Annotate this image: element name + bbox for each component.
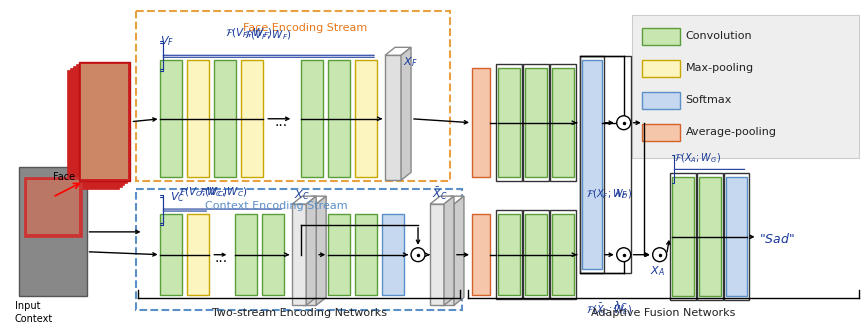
- Text: Max-pooling: Max-pooling: [686, 64, 753, 73]
- FancyBboxPatch shape: [69, 68, 122, 187]
- FancyBboxPatch shape: [669, 173, 695, 300]
- FancyBboxPatch shape: [187, 60, 209, 177]
- FancyBboxPatch shape: [724, 173, 749, 300]
- FancyBboxPatch shape: [187, 214, 209, 295]
- FancyBboxPatch shape: [672, 177, 694, 296]
- Text: $V_F$: $V_F$: [161, 35, 174, 48]
- Polygon shape: [302, 196, 326, 204]
- FancyBboxPatch shape: [472, 68, 490, 177]
- FancyBboxPatch shape: [81, 64, 128, 179]
- FancyBboxPatch shape: [641, 60, 680, 77]
- Text: Input: Input: [15, 301, 40, 311]
- Text: Face: Face: [53, 172, 75, 182]
- Polygon shape: [444, 196, 454, 305]
- FancyBboxPatch shape: [382, 214, 404, 295]
- Circle shape: [653, 248, 667, 262]
- Text: $\mathcal{F}(X_A;W_G)$: $\mathcal{F}(X_A;W_G)$: [674, 152, 720, 165]
- FancyBboxPatch shape: [76, 64, 128, 183]
- FancyBboxPatch shape: [523, 64, 549, 181]
- Circle shape: [616, 116, 631, 130]
- Text: $\mathcal{F}(V_C;W_C)$: $\mathcal{F}(V_C;W_C)$: [198, 185, 247, 199]
- FancyBboxPatch shape: [328, 60, 350, 177]
- Text: $\mathcal{F}(V_F;W_F)$: $\mathcal{F}(V_F;W_F)$: [226, 27, 273, 40]
- FancyBboxPatch shape: [262, 214, 284, 295]
- Text: ...: ...: [214, 251, 228, 265]
- Text: $V_C$: $V_C$: [170, 190, 186, 204]
- FancyBboxPatch shape: [641, 125, 680, 141]
- FancyBboxPatch shape: [472, 214, 490, 295]
- FancyBboxPatch shape: [641, 92, 680, 109]
- FancyBboxPatch shape: [498, 68, 520, 177]
- FancyBboxPatch shape: [302, 204, 316, 305]
- Text: Softmax: Softmax: [686, 96, 732, 105]
- Polygon shape: [440, 196, 464, 204]
- Text: Context Encoding Stream: Context Encoding Stream: [205, 201, 347, 211]
- Text: $\mathcal{F}(\bar{X}_C;W_E)$: $\mathcal{F}(\bar{X}_C;W_E)$: [586, 301, 632, 317]
- FancyBboxPatch shape: [293, 204, 306, 305]
- Polygon shape: [385, 47, 411, 55]
- FancyBboxPatch shape: [525, 68, 547, 177]
- Circle shape: [411, 248, 425, 262]
- FancyBboxPatch shape: [580, 56, 604, 273]
- FancyBboxPatch shape: [328, 214, 350, 295]
- FancyBboxPatch shape: [214, 60, 236, 177]
- FancyBboxPatch shape: [549, 210, 575, 299]
- Text: $\lambda_C$: $\lambda_C$: [614, 299, 628, 313]
- Text: Average-pooling: Average-pooling: [686, 127, 777, 137]
- Text: $X_C$: $X_C$: [294, 188, 310, 202]
- FancyBboxPatch shape: [235, 214, 257, 295]
- Polygon shape: [401, 47, 411, 180]
- Polygon shape: [430, 196, 454, 204]
- FancyBboxPatch shape: [726, 177, 747, 296]
- Text: $X_F$: $X_F$: [403, 55, 418, 69]
- FancyBboxPatch shape: [301, 60, 323, 177]
- Text: $\mathcal{F}(X_F;W_D)$: $\mathcal{F}(X_F;W_D)$: [586, 187, 632, 201]
- Text: Convolution: Convolution: [686, 32, 753, 41]
- FancyBboxPatch shape: [498, 214, 520, 295]
- FancyBboxPatch shape: [161, 60, 182, 177]
- Polygon shape: [316, 196, 326, 305]
- FancyBboxPatch shape: [582, 60, 602, 269]
- Polygon shape: [306, 196, 316, 305]
- Polygon shape: [454, 196, 464, 305]
- Text: $X_A$: $X_A$: [650, 265, 665, 278]
- FancyBboxPatch shape: [355, 60, 377, 177]
- Text: Face Encoding Stream: Face Encoding Stream: [243, 22, 367, 33]
- FancyBboxPatch shape: [549, 64, 575, 181]
- FancyBboxPatch shape: [697, 173, 722, 300]
- Polygon shape: [293, 196, 316, 204]
- FancyBboxPatch shape: [355, 214, 377, 295]
- FancyBboxPatch shape: [23, 177, 82, 237]
- Text: $\lambda_F$: $\lambda_F$: [614, 187, 628, 201]
- FancyBboxPatch shape: [430, 204, 444, 305]
- FancyBboxPatch shape: [552, 68, 574, 177]
- FancyBboxPatch shape: [241, 60, 263, 177]
- FancyBboxPatch shape: [19, 167, 87, 296]
- Text: Context: Context: [15, 314, 53, 324]
- FancyBboxPatch shape: [552, 214, 574, 295]
- FancyBboxPatch shape: [73, 66, 124, 185]
- Text: "$Sad$": "$Sad$": [760, 232, 795, 246]
- Text: $\bar{X}_C$: $\bar{X}_C$: [432, 186, 448, 202]
- FancyBboxPatch shape: [67, 70, 119, 189]
- Text: $\mathcal{F}(V_F;W_F)$: $\mathcal{F}(V_F;W_F)$: [245, 29, 293, 42]
- FancyBboxPatch shape: [79, 62, 130, 181]
- FancyBboxPatch shape: [523, 210, 549, 299]
- FancyBboxPatch shape: [699, 177, 720, 296]
- Text: ...: ...: [274, 115, 288, 129]
- FancyBboxPatch shape: [496, 210, 522, 299]
- FancyBboxPatch shape: [525, 214, 547, 295]
- FancyBboxPatch shape: [632, 15, 859, 158]
- FancyBboxPatch shape: [440, 204, 454, 305]
- FancyBboxPatch shape: [161, 214, 182, 295]
- Text: Adaptive Fusion Networks: Adaptive Fusion Networks: [591, 308, 736, 318]
- FancyBboxPatch shape: [27, 180, 79, 234]
- Text: Two-stream Encoding Networks: Two-stream Encoding Networks: [212, 308, 387, 318]
- Text: $\mathcal{F}(V_C;W_C)$: $\mathcal{F}(V_C;W_C)$: [179, 185, 228, 199]
- Circle shape: [616, 248, 631, 262]
- FancyBboxPatch shape: [496, 64, 522, 181]
- FancyBboxPatch shape: [641, 28, 680, 45]
- FancyBboxPatch shape: [385, 55, 401, 180]
